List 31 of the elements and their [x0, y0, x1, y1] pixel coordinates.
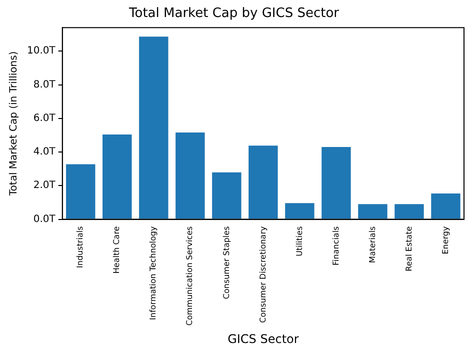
x-tick-label: Consumer Discretionary	[258, 226, 268, 323]
y-tick-label: 4.0T	[33, 146, 56, 158]
x-tick-label: Health Care	[112, 226, 122, 274]
y-axis-title: Total Market Cap (in Trillions)	[8, 51, 20, 197]
x-tick-label: Industrials	[76, 226, 85, 268]
y-tick-label: 6.0T	[33, 112, 56, 124]
bar	[212, 172, 242, 219]
bar	[285, 203, 314, 219]
bar	[394, 204, 424, 219]
x-tick-label: Real Estate	[404, 226, 414, 272]
y-tick-label: 10.0T	[27, 46, 56, 57]
bar	[66, 164, 96, 219]
x-tick-label: Information Technology	[148, 226, 158, 320]
bar	[322, 146, 351, 219]
y-tick-label: 0.0T	[33, 214, 56, 225]
bar	[248, 146, 278, 219]
bar	[176, 132, 205, 219]
x-tick-label: Communication Services	[185, 226, 194, 326]
chart-title: Total Market Cap by GICS Sector	[128, 6, 340, 22]
y-tick-label: 2.0T	[33, 180, 56, 192]
y-tick-label: 8.0T	[33, 79, 56, 90]
x-tick-label: Materials	[368, 226, 377, 263]
x-tick-label: Consumer Staples	[222, 226, 231, 300]
bar	[431, 194, 460, 219]
bar	[139, 36, 168, 219]
bar	[102, 134, 132, 219]
x-tick-label: Financials	[331, 226, 340, 266]
bar	[358, 204, 388, 219]
x-tick-label: Utilities	[294, 226, 304, 256]
x-tick-label: Energy	[440, 226, 450, 254]
x-axis-title: GICS Sector	[228, 332, 299, 346]
